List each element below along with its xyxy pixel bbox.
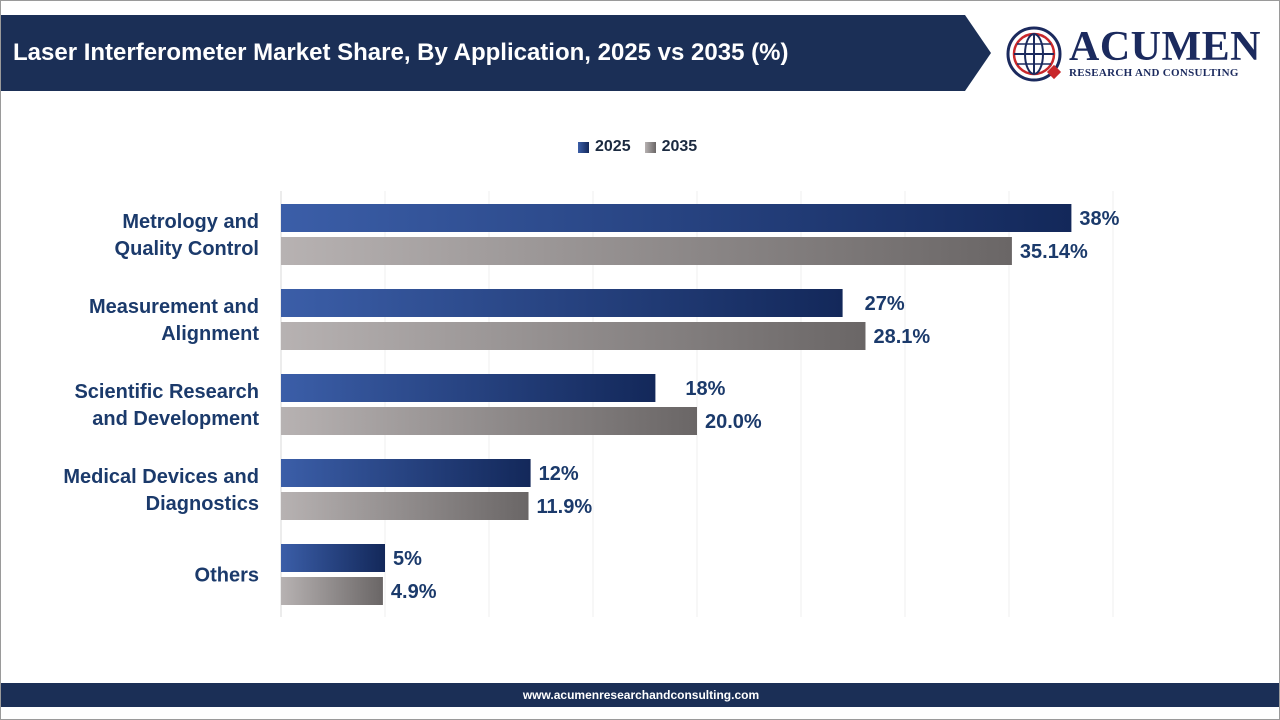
data-label: 28.1% [873, 326, 930, 348]
logo-tagline: RESEARCH AND CONSULTING [1069, 67, 1239, 79]
category-label: Metrology and [122, 211, 259, 233]
category-label: Alignment [161, 323, 259, 345]
data-label: 27% [865, 293, 905, 315]
data-label: 38% [1079, 208, 1119, 230]
legend-item-2025: 2025 [578, 138, 631, 156]
data-label: 18% [685, 378, 725, 400]
legend-swatch-2035 [644, 141, 656, 153]
bar-2035 [281, 237, 1012, 265]
legend-item-2035: 2035 [644, 138, 698, 156]
logo-name: ACUMEN [1069, 24, 1261, 70]
chart-title: Laser Interferometer Market Share, By Ap… [13, 39, 789, 66]
bar-2035 [281, 492, 529, 520]
bar-2025 [281, 374, 656, 402]
bar-2025 [281, 289, 843, 317]
bar-2025 [281, 544, 385, 572]
category-label: Others [195, 565, 259, 587]
legend: 2025 2035 [578, 137, 697, 157]
bar-2025 [281, 459, 531, 487]
data-label: 20.0% [705, 411, 762, 433]
category-label: Medical Devices and [63, 466, 259, 488]
title-banner: Laser Interferometer Market Share, By Ap… [1, 15, 991, 91]
category-label: and Development [92, 408, 259, 430]
globe-icon [1006, 26, 1062, 82]
title-banner-shape [1, 15, 991, 91]
footer-url: www.acumenresearchandconsulting.com [1, 683, 1279, 707]
category-label: Diagnostics [146, 493, 259, 515]
data-label: 35.14% [1020, 241, 1088, 263]
legend-label-2025: 2025 [595, 138, 631, 155]
company-logo: ACUMEN RESEARCH AND CONSULTING [1005, 23, 1265, 85]
bar-2035 [281, 577, 383, 605]
category-label: Quality Control [115, 238, 259, 260]
bar-2035 [281, 322, 866, 350]
legend-label-2035: 2035 [661, 138, 698, 155]
data-label: 4.9% [391, 581, 437, 603]
category-label: Measurement and [89, 296, 259, 318]
bar-2035 [281, 407, 697, 435]
data-label: 12% [539, 463, 579, 485]
legend-swatch-2025 [578, 141, 589, 153]
bar-chart: 38% 35.14% Metrology and Quality Control 27%… [63, 191, 1120, 617]
data-label: 11.9% [537, 496, 593, 518]
bar-2025 [281, 204, 1072, 232]
category-label: Scientific Research [74, 381, 259, 403]
data-label: 5% [393, 548, 422, 570]
